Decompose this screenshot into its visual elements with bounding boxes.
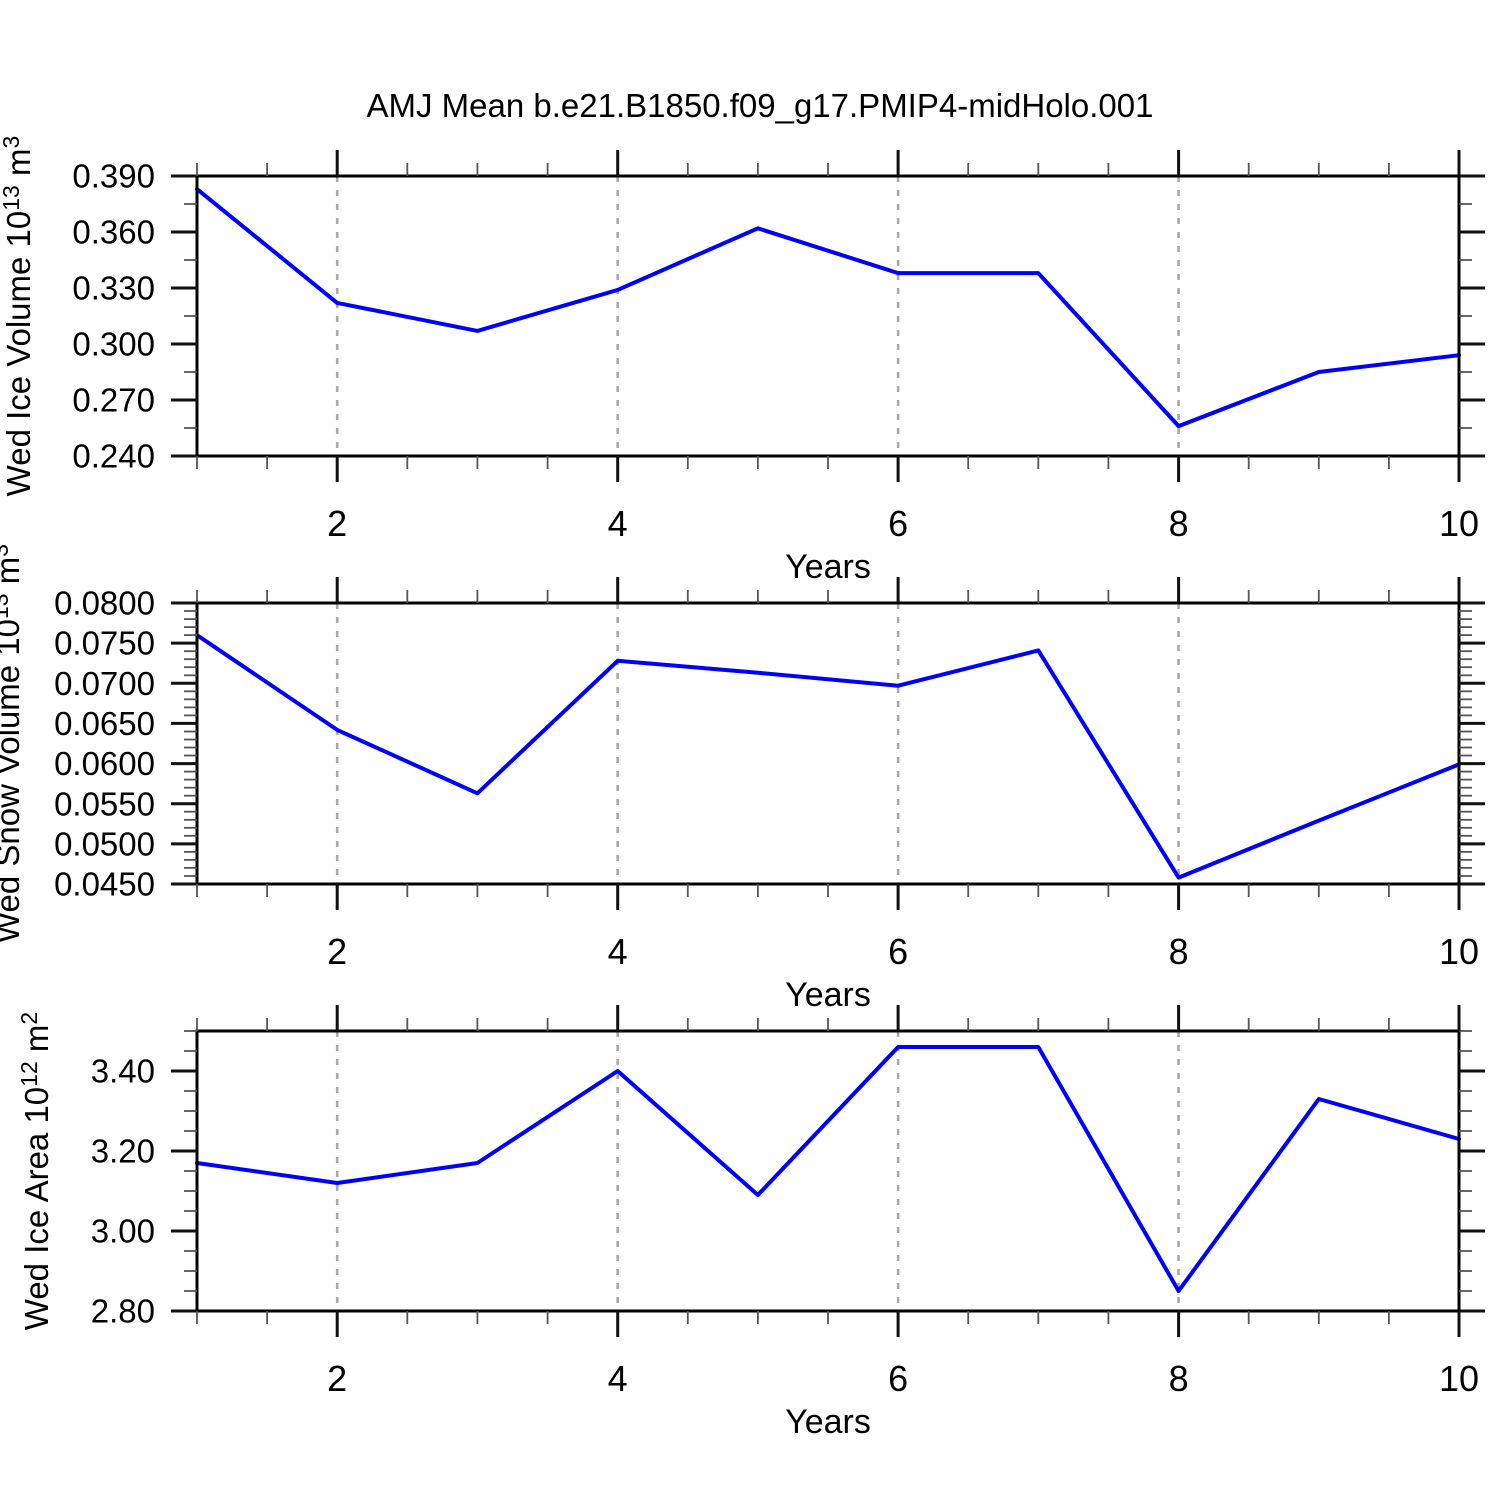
y-tick-label: 0.0750 (54, 625, 155, 662)
x-tick-label: 8 (1169, 1358, 1189, 1399)
y-tick-label: 0.0500 (54, 825, 155, 862)
wed-ice-area-plot-border (195, 1029, 1461, 1313)
wed-ice-volume-y-axis-title: Wed Ice Volume 1013 m3 (0, 136, 37, 497)
wed-ice-volume-plot-border (195, 174, 1461, 458)
x-tick-label: 2 (327, 503, 347, 544)
x-tick-label: 2 (327, 1358, 347, 1399)
x-tick-label: 4 (608, 931, 628, 972)
y-tick-label: 0.0800 (54, 585, 155, 622)
wed-ice-volume-data-line (195, 187, 1461, 429)
x-tick-label: 10 (1439, 503, 1479, 544)
y-tick-label: 0.360 (72, 214, 155, 251)
x-tick-label: 2 (327, 931, 347, 972)
x-axis-title: Years (785, 976, 871, 1014)
y-tick-label: 3.00 (91, 1213, 155, 1250)
wed-snow-volume-data-line (195, 633, 1461, 880)
y-tick-label: 0.0450 (54, 866, 155, 903)
y-tick-label: 3.40 (91, 1053, 155, 1090)
x-tick-label: 10 (1439, 931, 1479, 972)
y-tick-label: 0.0600 (54, 745, 155, 782)
x-tick-label: 6 (888, 503, 908, 544)
y-tick-label: 0.0650 (54, 705, 155, 742)
x-tick-label: 4 (608, 1358, 628, 1399)
y-tick-label: 0.0700 (54, 665, 155, 702)
x-tick-label: 4 (608, 503, 628, 544)
figure-title: AMJ Mean b.e21.B1850.f09_g17.PMIP4-midHo… (367, 87, 1154, 124)
x-tick-label: 6 (888, 1358, 908, 1399)
x-tick-label: 8 (1169, 503, 1189, 544)
panel-wed-ice-area: 3.40 3.20 3.00 2.80 2 4 6 8 10 Years Wed Ice Area … (16, 1005, 1485, 1441)
y-tick-label: 0.0550 (54, 785, 155, 822)
panel-wed-snow-volume: 0.08000.07500.07000.06500.06000.05500.05… (0, 544, 1485, 1014)
x-tick-label: 10 (1439, 1358, 1479, 1399)
y-tick-label: 0.240 (72, 438, 155, 475)
y-tick-label: 0.270 (72, 382, 155, 419)
panel-wed-ice-volume: 0.390 0.360 0.330 0.300 0.270 0.240 2 4 6 8 10 Year… (0, 136, 1485, 586)
x-axis-title: Years (785, 1403, 871, 1441)
y-tick-label: 0.390 (72, 158, 155, 195)
wed-ice-area-y-axis-title: Wed Ice Area 1012 m2 (16, 1012, 55, 1330)
x-axis-title: Years (785, 548, 871, 586)
y-tick-label: 0.330 (72, 270, 155, 307)
x-tick-label: 8 (1169, 931, 1189, 972)
wed-ice-area-data-line (195, 1045, 1461, 1293)
wed-snow-volume-y-axis-title: Wed Snow Volume 1013 m3 (0, 544, 26, 943)
y-tick-label: 3.20 (91, 1133, 155, 1170)
x-tick-label: 6 (888, 931, 908, 972)
y-tick-label: 2.80 (91, 1293, 155, 1330)
y-tick-label: 0.300 (72, 326, 155, 363)
